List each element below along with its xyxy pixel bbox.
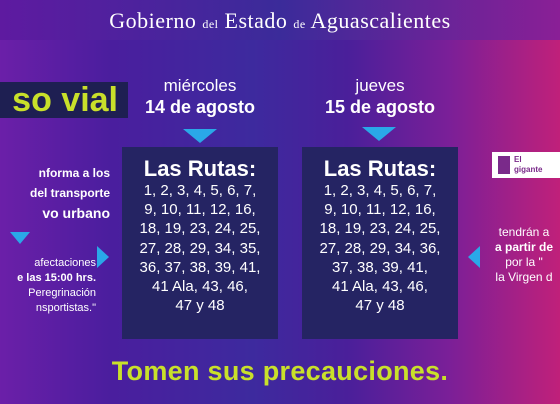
route-line: 1, 2, 3, 4, 5, 6, 7,: [143, 182, 257, 199]
right-info-line-1: tendrán a: [498, 225, 550, 239]
routes-list: 1, 2, 3, 4, 5, 6, 7, 9, 10, 11, 12, 16, …: [302, 181, 458, 315]
route-line: 41 Ala, 43, 46,: [332, 278, 428, 296]
logo-text: El gigante: [514, 155, 542, 175]
left-notice: afectaciones e las 15:00 hrs. Peregrinac…: [0, 256, 96, 316]
routes-title: Las Rutas:: [323, 156, 437, 181]
footer-message: Tomen sus precauciones.: [111, 356, 449, 386]
right-info-line-4: la Virgen d: [495, 270, 553, 284]
logo-mark-icon: [498, 156, 510, 174]
left-notice-line-3: Peregrinación: [28, 287, 96, 299]
left-notice-line-4: nsportistas.": [35, 302, 96, 314]
route-line: 18, 19, 23, 24, 25,: [319, 220, 441, 238]
gigante-logo: El gigante: [492, 152, 560, 178]
routes-box-2: Las Rutas: 1, 2, 3, 4, 5, 6, 7, 9, 10, 1…: [302, 147, 458, 339]
routes-list: 1, 2, 3, 4, 5, 6, 7, 9, 10, 11, 12, 16, …: [122, 181, 278, 315]
title-word-4: de: [293, 17, 306, 31]
title-word-1: Gobierno: [109, 8, 197, 33]
banner-title: so vial: [0, 82, 128, 118]
arrow-down-icon: [362, 127, 396, 141]
logo-line-1: El: [514, 155, 522, 164]
route-line: 1, 2, 3, 4, 5, 6, 7,: [323, 182, 437, 199]
left-notice-line-2: e las 15:00 hrs.: [17, 272, 96, 284]
title-word-5: Aguascalientes: [310, 8, 451, 33]
header-band: [0, 0, 560, 40]
day-date: 15 de agosto: [324, 97, 436, 117]
arrow-down-icon: [183, 129, 217, 143]
day-name: jueves: [355, 76, 405, 95]
title-word-3: Estado: [224, 8, 288, 33]
route-line: 41 Ala, 43, 46,: [152, 278, 248, 296]
route-line: 18, 19, 23, 24, 25,: [139, 220, 261, 238]
government-title: Gobierno del Estado de Aguascalientes: [0, 8, 560, 34]
day-name: miércoles: [163, 76, 237, 95]
route-line: 36, 37, 38, 39, 41,: [139, 258, 261, 276]
route-line: 47 y 48: [355, 297, 405, 315]
day-date: 14 de agosto: [144, 97, 256, 117]
day-header-2: jueves 15 de agosto: [300, 76, 460, 118]
title-word-2: del: [202, 17, 219, 31]
left-info-line-1: nforma a los: [38, 166, 110, 180]
route-line: 9, 10, 11, 12, 16,: [144, 201, 256, 219]
left-info-line-3: vo urbano: [42, 205, 110, 221]
route-line: 37, 38, 39, 41,: [332, 258, 428, 276]
route-line: 27, 28, 29, 34, 36,: [319, 239, 441, 257]
arrow-down-icon: [10, 232, 30, 244]
right-info-line-3: por la ": [505, 255, 543, 269]
route-line: 27, 28, 29, 34, 35,: [139, 239, 261, 257]
routes-box-1: Las Rutas: 1, 2, 3, 4, 5, 6, 7, 9, 10, 1…: [122, 147, 278, 339]
left-info: nforma a los del transporte vo urbano: [0, 163, 110, 223]
chevron-left-icon: [468, 246, 480, 268]
right-info-line-2: a partir de: [494, 240, 554, 254]
chevron-right-icon: [97, 246, 109, 268]
day-header-1: miércoles 14 de agosto: [120, 76, 280, 118]
route-line: 9, 10, 11, 12, 16,: [324, 201, 436, 219]
logo-line-2: gigante: [514, 165, 543, 174]
left-info-line-2: del transporte: [29, 186, 110, 200]
route-line: 47 y 48: [175, 297, 225, 315]
routes-title: Las Rutas:: [143, 156, 257, 181]
left-notice-line-1: afectaciones: [34, 257, 96, 269]
right-info: tendrán a a partir de por la " la Virgen…: [464, 225, 560, 285]
